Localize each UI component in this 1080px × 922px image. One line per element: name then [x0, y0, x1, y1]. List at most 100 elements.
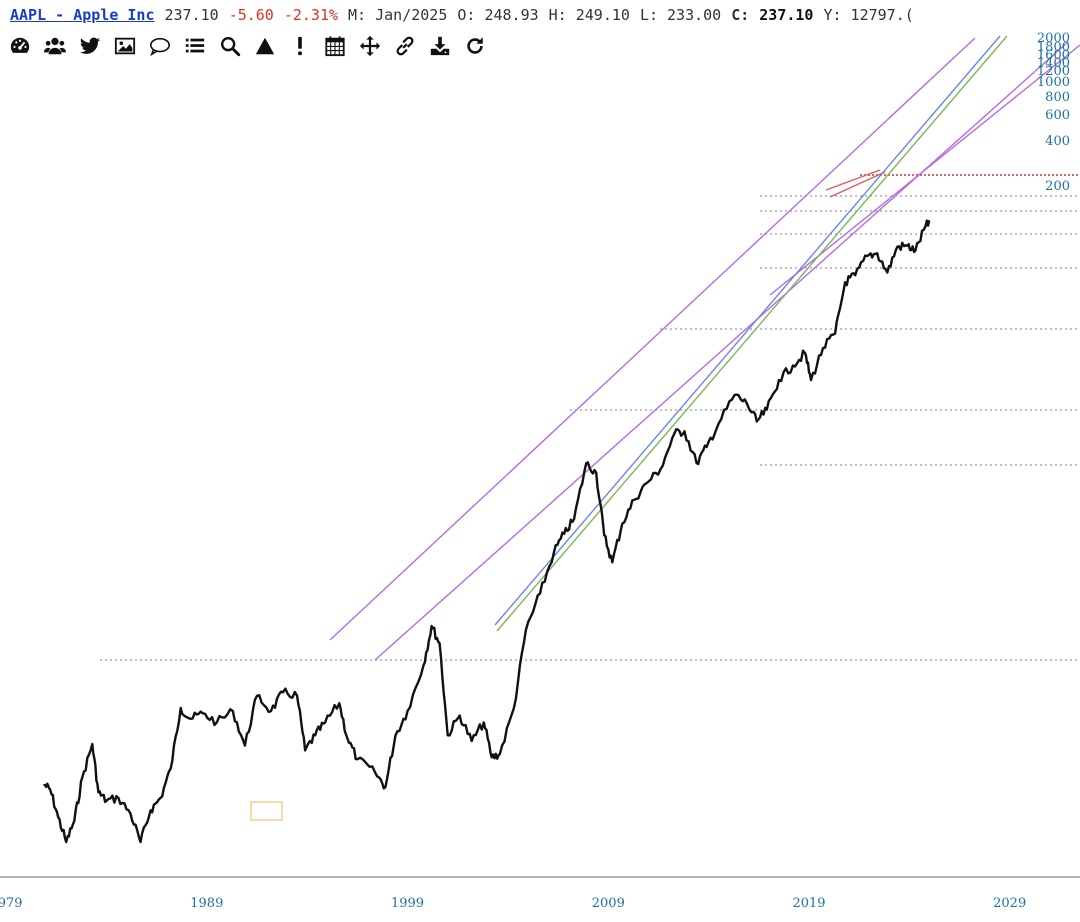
price-point — [633, 498, 636, 501]
price-point — [866, 255, 869, 257]
price-point — [270, 710, 272, 712]
price-point — [695, 462, 698, 465]
price-point — [683, 430, 686, 433]
price-point — [314, 734, 317, 737]
y-tick-label: 800 — [1045, 90, 1070, 105]
triangle-icon[interactable] — [253, 34, 277, 58]
price-point — [406, 710, 409, 712]
price-point — [105, 799, 108, 802]
price-point — [282, 691, 284, 694]
close-label: C: — [731, 6, 750, 24]
price-point — [244, 744, 246, 747]
price-point — [346, 737, 349, 739]
price-point — [117, 797, 120, 799]
price-point — [129, 812, 132, 815]
price-point — [296, 694, 298, 697]
calendar-icon[interactable] — [323, 34, 347, 58]
price-point — [356, 758, 359, 761]
price-point — [611, 561, 614, 564]
price-point — [324, 721, 327, 724]
refresh-icon[interactable] — [463, 34, 487, 58]
price-point — [169, 768, 172, 770]
price-point — [595, 471, 598, 474]
y-tick-label: 2000 — [1037, 31, 1070, 46]
price-point — [765, 408, 768, 411]
price-change-percent: -2.31% — [283, 6, 339, 24]
price-point — [810, 379, 812, 381]
price-point — [374, 772, 377, 774]
move-icon[interactable] — [358, 34, 382, 58]
price-point — [673, 432, 676, 435]
price-point — [256, 694, 258, 697]
price-point — [834, 332, 836, 335]
price-line — [43, 219, 931, 844]
channel-upper-line — [329, 37, 976, 641]
price-point — [539, 592, 541, 595]
twitter-icon[interactable] — [78, 34, 102, 58]
price-point — [553, 550, 555, 553]
x-tick-label: 2009 — [592, 896, 625, 911]
price-point — [755, 420, 758, 423]
price-point — [914, 249, 917, 252]
price-point — [201, 712, 204, 715]
horizontal-levels — [100, 174, 1080, 661]
price-point — [906, 244, 909, 247]
price-point — [513, 707, 515, 709]
price-point — [384, 786, 387, 788]
price-change: -5.60 — [228, 6, 274, 24]
search-icon[interactable] — [218, 34, 242, 58]
channel-lower-line — [769, 44, 1080, 296]
x-tick-label: 1979 — [0, 896, 23, 911]
price-point — [458, 714, 461, 717]
price-point — [490, 756, 493, 759]
comment-icon[interactable] — [148, 34, 172, 58]
open-value: O: 248.93 — [457, 6, 539, 24]
price-point — [394, 734, 397, 737]
selection-box[interactable] — [250, 801, 283, 821]
price-point — [73, 820, 76, 822]
price-point — [603, 534, 606, 537]
ticker-link[interactable]: AAPL - Apple Inc — [10, 6, 155, 24]
price-point — [149, 809, 152, 812]
price-point — [215, 721, 218, 724]
toolbar — [8, 33, 487, 59]
price-point — [232, 710, 234, 712]
price-point — [438, 642, 441, 645]
price-point — [924, 225, 927, 228]
last-price: 237.10 — [164, 6, 219, 24]
y-tick-label: 1000 — [1037, 75, 1070, 90]
trendlines — [329, 35, 1080, 661]
x-axis: 1979 1989 1999 2009 2019 2029 — [0, 896, 1026, 911]
dashboard-icon[interactable] — [8, 34, 32, 58]
x-tick-label: 1989 — [190, 896, 223, 911]
price-point — [159, 797, 162, 799]
price-point — [733, 394, 736, 396]
download-icon[interactable] — [428, 34, 452, 58]
price-point — [430, 625, 433, 627]
quote-bar: AAPL - Apple Inc 237.10 -5.60 -2.31% M: … — [10, 4, 914, 26]
price-point — [896, 245, 899, 248]
price-point — [65, 841, 68, 843]
price-point — [705, 446, 708, 448]
price-point — [91, 743, 94, 745]
price-point — [876, 252, 879, 255]
price-point — [778, 379, 780, 381]
price-point — [482, 721, 485, 724]
close-value: 237.10 — [759, 6, 814, 24]
price-point — [179, 707, 182, 709]
price-point — [804, 352, 806, 354]
price-point — [645, 482, 648, 485]
users-icon[interactable] — [43, 34, 67, 58]
list-icon[interactable] — [183, 34, 207, 58]
image-icon[interactable] — [113, 34, 137, 58]
low-value: L: 233.00 — [639, 6, 722, 24]
exclamation-icon[interactable] — [288, 34, 312, 58]
price-point — [854, 274, 857, 277]
price-point — [621, 522, 624, 525]
recent-trend-line — [825, 169, 881, 191]
price-point — [338, 702, 341, 704]
period-label: M: Jan/2025 — [348, 6, 448, 24]
price-point — [717, 422, 720, 425]
link-icon[interactable] — [393, 34, 417, 58]
